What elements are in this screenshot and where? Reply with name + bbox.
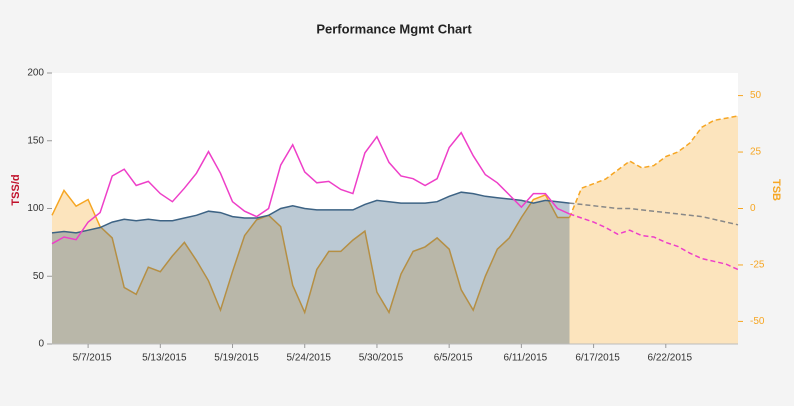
x-tick-label: 5/13/2015 [142,353,187,364]
y-tick-label: 100 [27,203,44,214]
line [569,213,739,271]
x-tick-label: 5/30/2015 [359,353,404,364]
y-tick-label: 150 [27,135,44,146]
y2-tick-label: -50 [750,316,765,327]
y2-tick-label: 25 [750,147,762,158]
y2-axis-title: TSB [770,179,782,201]
y2-tick-label: -25 [750,260,765,271]
x-tick-label: 6/11/2015 [503,353,547,364]
y-tick-label: 50 [33,271,45,282]
x-tick-label: 6/5/2015 [434,353,473,364]
line [569,202,739,226]
area [52,192,570,344]
area [52,190,570,344]
x-tick-label: 5/7/2015 [73,353,112,364]
y-axis-title: TSS/d [10,174,22,205]
y2-tick-label: 50 [750,90,762,101]
x-tick-label: 5/19/2015 [214,353,259,364]
x-tick-label: 6/22/2015 [648,353,693,364]
x-tick-label: 6/17/2015 [575,353,620,364]
line [51,191,570,234]
y-tick-label: 200 [27,68,44,79]
chart-title: Performance Mgmt Chart [316,21,472,36]
line [51,131,570,245]
line [568,115,739,218]
line [51,188,570,315]
y-tick-label: 0 [38,339,44,350]
x-tick-label: 5/24/2015 [286,353,331,364]
area [569,115,738,345]
plot-area [52,73,738,344]
y2-tick-label: 0 [750,203,756,214]
